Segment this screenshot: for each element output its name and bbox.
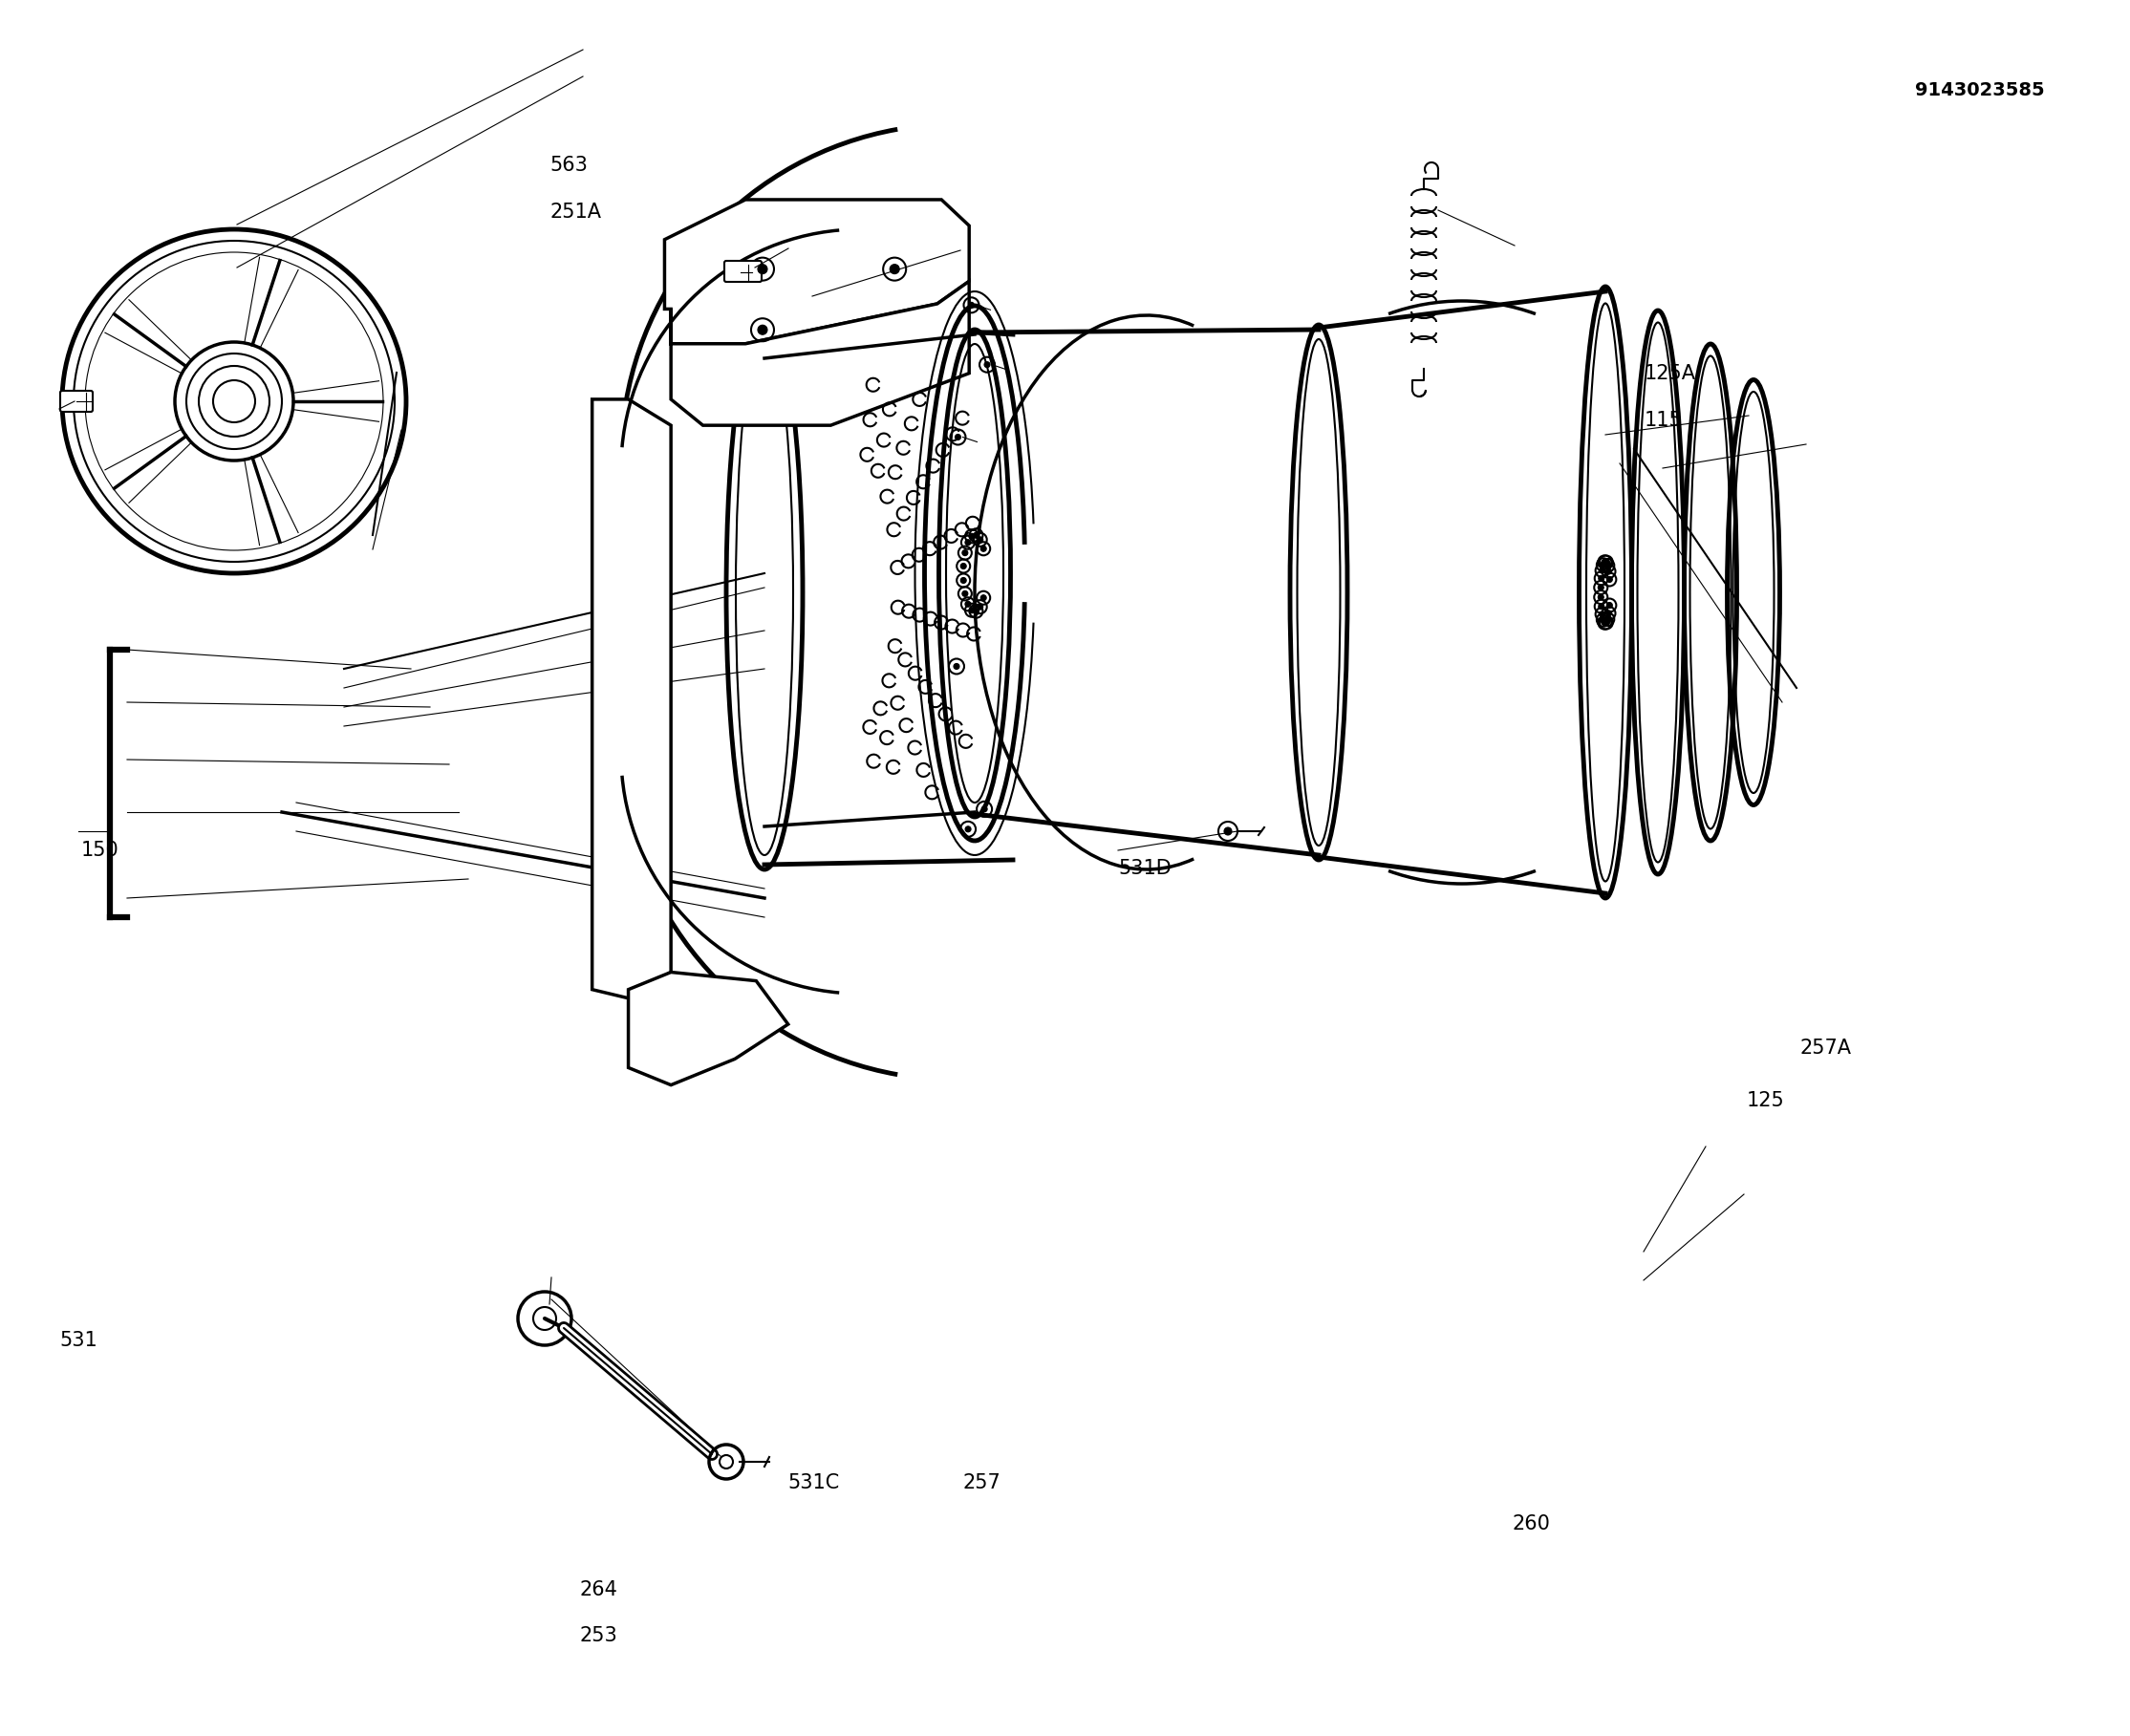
Text: 253: 253 [579, 1625, 618, 1646]
Circle shape [1604, 616, 1610, 621]
Circle shape [963, 550, 967, 556]
Circle shape [1598, 594, 1604, 601]
Circle shape [1606, 611, 1612, 616]
Circle shape [978, 604, 984, 609]
Circle shape [1604, 620, 1608, 625]
FancyBboxPatch shape [724, 260, 763, 281]
Circle shape [1225, 828, 1231, 835]
Circle shape [982, 806, 986, 812]
Circle shape [1600, 562, 1606, 568]
Circle shape [984, 361, 990, 368]
Text: 531D: 531D [1118, 858, 1172, 878]
Text: 9143023585: 9143023585 [1915, 82, 2045, 99]
Circle shape [961, 562, 967, 569]
FancyBboxPatch shape [60, 391, 94, 411]
Circle shape [1606, 576, 1612, 582]
Circle shape [1600, 611, 1606, 616]
Text: 125A: 125A [1644, 363, 1695, 384]
Circle shape [980, 595, 986, 601]
Circle shape [1602, 620, 1608, 625]
Circle shape [1604, 562, 1610, 568]
Circle shape [963, 590, 967, 597]
Circle shape [980, 545, 986, 552]
Text: 563: 563 [550, 155, 588, 175]
Text: 150: 150 [81, 840, 119, 861]
Circle shape [1606, 602, 1612, 608]
Circle shape [973, 533, 980, 538]
Polygon shape [671, 281, 969, 425]
Circle shape [965, 540, 971, 545]
Circle shape [969, 533, 976, 540]
Circle shape [1600, 568, 1606, 573]
Text: 531: 531 [60, 1330, 98, 1351]
Circle shape [1604, 559, 1608, 566]
Text: 251A: 251A [550, 201, 601, 222]
Circle shape [1598, 585, 1604, 590]
Circle shape [978, 536, 984, 543]
Text: 264: 264 [579, 1580, 618, 1601]
Text: 115: 115 [1644, 410, 1683, 431]
Circle shape [890, 264, 899, 274]
Circle shape [954, 663, 958, 670]
Circle shape [758, 325, 767, 335]
Circle shape [965, 601, 971, 608]
Circle shape [1598, 604, 1604, 609]
Circle shape [961, 578, 967, 583]
Text: 260: 260 [1512, 1514, 1551, 1535]
Text: 125: 125 [1747, 1090, 1785, 1111]
Polygon shape [628, 972, 788, 1085]
Circle shape [758, 264, 767, 274]
Polygon shape [592, 399, 671, 998]
Text: 531C: 531C [788, 1472, 839, 1493]
Text: 257: 257 [963, 1472, 1001, 1493]
Text: 257A: 257A [1800, 1038, 1851, 1059]
Circle shape [1602, 559, 1608, 564]
Circle shape [969, 302, 973, 307]
Circle shape [969, 608, 976, 613]
Circle shape [1606, 569, 1612, 575]
Circle shape [954, 434, 961, 439]
Circle shape [965, 826, 971, 832]
Polygon shape [665, 200, 969, 344]
Circle shape [1598, 575, 1604, 582]
Circle shape [973, 608, 980, 615]
Circle shape [1600, 616, 1606, 623]
